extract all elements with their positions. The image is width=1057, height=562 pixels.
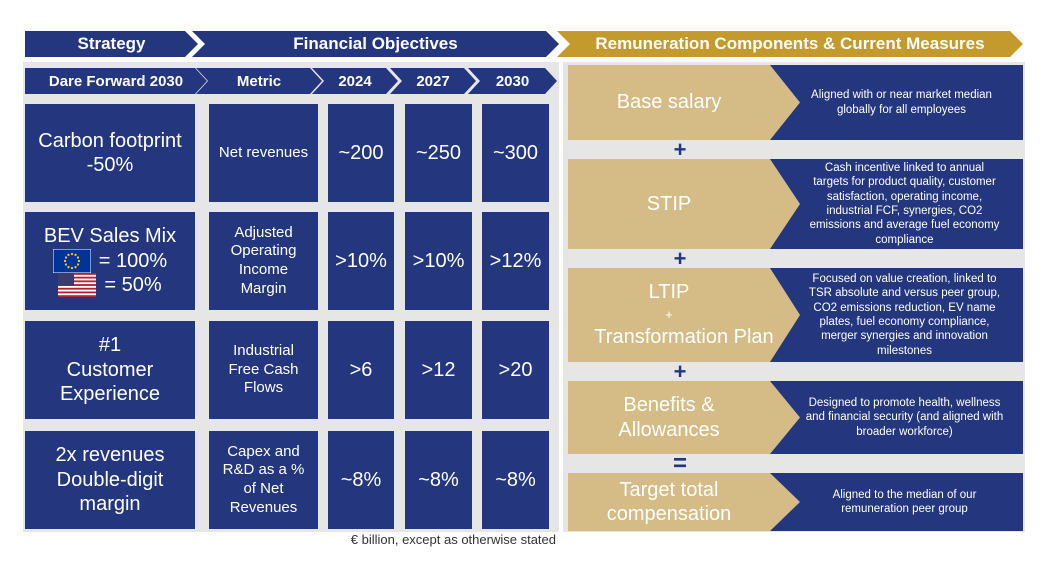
plus-operator: + bbox=[673, 359, 687, 384]
metric-capex-rd: Capex and R&D as a % of Net Revenues bbox=[209, 431, 318, 529]
value-2027: ~8% bbox=[405, 431, 472, 529]
value-2024: >10% bbox=[328, 212, 394, 310]
metric-industrial-free-cash-flows: Industrial Free Cash Flows bbox=[209, 321, 318, 419]
component-base-salary: Base salary bbox=[568, 65, 800, 140]
value-2030: ~300 bbox=[482, 104, 549, 202]
value-2027: ~250 bbox=[405, 104, 472, 202]
subheader-dare-forward: Dare Forward 2030 bbox=[25, 68, 207, 94]
desc-stip: Cash incentive linked to annual targets f… bbox=[752, 159, 1023, 249]
desc-base-salary: Aligned with or near market median global… bbox=[752, 65, 1023, 140]
component-benefits-allowances: Benefits & Allowances bbox=[568, 381, 800, 454]
component-ltip-transformation-plan: LTIP + Transformation Plan bbox=[568, 268, 800, 362]
component-stip: STIP bbox=[568, 159, 800, 249]
header-strategy-label: Strategy bbox=[77, 34, 146, 53]
subheader-metric-label: Metric bbox=[236, 72, 282, 90]
subheader-2024-label: 2024 bbox=[338, 72, 372, 90]
subheader-2024: 2024 bbox=[312, 68, 398, 94]
header-financial-objectives: Financial Objectives bbox=[192, 31, 559, 57]
metric-net-revenues: Net revenues bbox=[209, 104, 318, 202]
subheader-2027: 2027 bbox=[390, 68, 476, 94]
value-2030: ~8% bbox=[482, 431, 549, 529]
value-2027: >12 bbox=[405, 321, 472, 419]
equals-operator: = bbox=[672, 450, 687, 477]
strategy-bev-sales-mix: BEV Sales Mix = 100% bbox=[25, 212, 195, 310]
header-remuneration-label: Remuneration Components & Current Measur… bbox=[595, 34, 985, 53]
plus-operator: + bbox=[673, 137, 687, 162]
value-2027: >10% bbox=[405, 212, 472, 310]
value-2024: ~8% bbox=[328, 431, 394, 529]
us-flag-icon bbox=[58, 273, 97, 298]
subheader-dare-label: Dare Forward 2030 bbox=[48, 72, 184, 90]
value-2030: >20 bbox=[482, 321, 549, 419]
header-strategy: Strategy bbox=[25, 31, 198, 57]
subheader-2030-label: 2030 bbox=[495, 72, 530, 90]
subheader-2030: 2030 bbox=[468, 68, 557, 94]
eu-flag-icon bbox=[52, 248, 91, 273]
header-remuneration: Remuneration Components & Current Measur… bbox=[557, 31, 1023, 57]
value-2024: ~200 bbox=[328, 104, 394, 202]
component-target-total-compensation: Target total compensation bbox=[568, 473, 800, 531]
subheader-2027-label: 2027 bbox=[416, 72, 450, 90]
strategy-carbon-footprint: Carbon footprint -50% bbox=[25, 104, 195, 202]
value-2024: >6 bbox=[328, 321, 394, 419]
strategy-2x-revenues: 2x revenues Double-digit margin bbox=[25, 431, 195, 529]
metric-adjusted-operating-income-margin: Adjusted Operating Income Margin bbox=[209, 212, 318, 310]
header-financial-label: Financial Objectives bbox=[293, 34, 458, 53]
plus-operator: + bbox=[673, 246, 687, 271]
value-2030: >12% bbox=[482, 212, 549, 310]
subheader-metric: Metric bbox=[196, 68, 322, 94]
strategy-customer-experience: #1 Customer Experience bbox=[25, 321, 195, 419]
footnote: € billion, except as otherwise stated bbox=[350, 532, 556, 547]
